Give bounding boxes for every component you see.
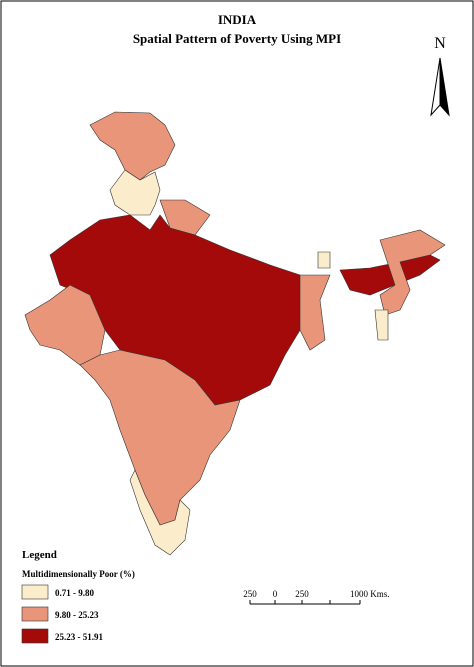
region [79,349,241,526]
region [89,111,176,181]
region [317,251,331,269]
scale-label: 250 [243,589,257,599]
legend-label: 0.71 - 9.80 [55,588,94,598]
legend-swatch [21,606,49,622]
scale-label: 0 [273,589,278,599]
legend-label: 25.23 - 51.91 [55,632,103,642]
scale-label: 1000 Kms. [350,589,390,599]
north-label: N [434,35,446,52]
india-map [24,111,446,556]
north-arrow: N [430,35,450,117]
region [379,229,446,316]
region [109,169,161,216]
legend-swatch [21,584,49,600]
scale-bar: 250 0 250 1000 Kms. [243,589,390,605]
region [159,199,211,236]
region [129,469,191,556]
region [299,274,331,351]
map-title: INDIA [218,12,257,27]
region [339,254,441,296]
legend-label: 9.80 - 25.23 [55,610,99,620]
legend-subtitle: Multidimensionally Poor (%) [22,569,135,579]
region [374,309,389,341]
legend-swatch [21,628,49,644]
map-subtitle: Spatial Pattern of Poverty Using MPI [133,31,341,46]
legend: Legend Multidimensionally Poor (%) 0.71 … [21,549,135,644]
arrow-right [439,57,450,117]
legend-title: Legend [22,549,57,561]
scale-label: 250 [295,589,309,599]
